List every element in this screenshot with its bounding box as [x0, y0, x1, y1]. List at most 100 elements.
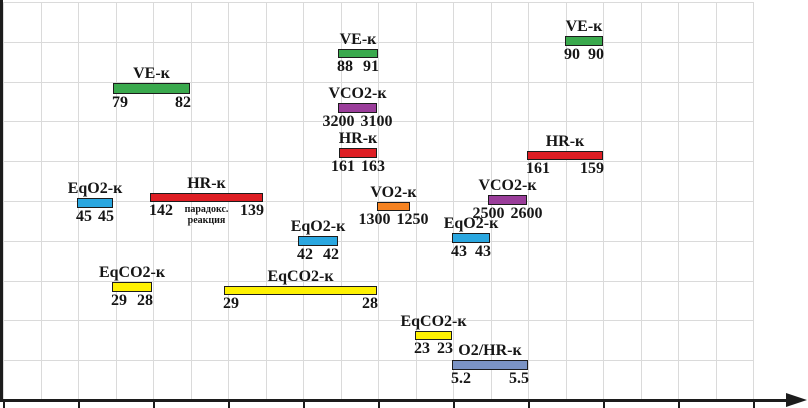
bar-values: 23 23: [414, 340, 453, 357]
bar-rect: [527, 151, 603, 160]
bar-values: 161 159: [526, 160, 604, 177]
bar-start-value: 2500: [472, 205, 505, 222]
bar-label: EqCO2-к: [98, 264, 166, 281]
bar-values: 2500 2600: [473, 205, 543, 222]
bar-values: 1300 1250: [359, 211, 429, 228]
bar-rect: [339, 148, 377, 158]
bar-values: 142 парадокс. реакция 139: [149, 202, 264, 226]
gridline-horizontal: [3, 360, 753, 362]
bar-rect: [452, 233, 490, 243]
bar-start-value: 29: [223, 295, 239, 312]
bar-start-value: 29: [111, 292, 127, 309]
bar-values: 29 28: [111, 292, 153, 309]
bar-end-value: 3100: [360, 113, 393, 130]
bar-rect: [112, 282, 152, 292]
bar-rect: [77, 198, 113, 208]
x-axis-tick: [453, 399, 455, 408]
bar-values: 29 28: [223, 295, 378, 312]
bar-values: 90 90: [564, 46, 604, 63]
bar-start-value: 42: [297, 246, 313, 263]
x-axis-tick: [528, 399, 530, 408]
bar-end-value: 90: [588, 46, 604, 63]
gridline-vertical: [753, 2, 754, 400]
bar-start-value: 1300: [358, 211, 391, 228]
bar-rect: [415, 331, 452, 340]
bar-end-value: 1250: [396, 211, 429, 228]
x-axis-tick: [378, 399, 380, 408]
bar-end-value: 82: [175, 94, 191, 111]
bar-rect: [377, 202, 410, 211]
bar-rect: [338, 103, 377, 113]
x-axis-tick: [228, 399, 230, 408]
gridline-horizontal: [3, 201, 753, 202]
x-axis-arrow-icon: [786, 393, 807, 407]
bar-values: 79 82: [112, 94, 191, 111]
bar-rect: [565, 36, 603, 46]
bar-start-value: 45: [76, 208, 92, 225]
x-axis-tick: [678, 399, 680, 408]
bar-label: VE-к: [565, 18, 603, 35]
bar-rect: [224, 286, 377, 295]
gridline-horizontal: [3, 161, 753, 163]
x-axis-tick: [78, 399, 80, 408]
bar-rect: [150, 193, 263, 202]
bar-start-value: 90: [564, 46, 580, 63]
bar-start-value: 5.2: [451, 370, 471, 387]
bar-rect: [452, 360, 528, 370]
bar-annotation-line: реакция: [187, 215, 226, 226]
bar-label: VE-к: [339, 31, 377, 48]
y-axis: [0, 0, 3, 402]
bar-rect: [113, 83, 190, 94]
bar-end-value: 42: [323, 246, 339, 263]
bar-values: 88 91: [337, 58, 379, 75]
gridline-horizontal: [3, 280, 753, 282]
bar-label: EqO2-к: [67, 180, 123, 197]
bar-end-value: 163: [361, 158, 385, 175]
bar-values: 161 163: [331, 158, 385, 175]
bar-end-value: 28: [362, 295, 378, 312]
bar-values: 45 45: [76, 208, 114, 225]
bar-label: O2/HR-к: [458, 342, 522, 359]
bar-end-value: 139: [240, 202, 264, 219]
bar-start-value: 23: [414, 340, 430, 357]
bar-label: HR-к: [187, 175, 226, 192]
bar-rect: [338, 49, 378, 58]
x-axis: [0, 399, 788, 402]
bar-start-value: 79: [112, 94, 128, 111]
bar-start-value: 161: [331, 158, 355, 175]
bar-end-value: 159: [580, 160, 604, 177]
x-axis-tick: [753, 399, 755, 408]
gridline-horizontal: [3, 121, 753, 123]
gridline-horizontal: [3, 240, 753, 242]
bar-start-value: 161: [526, 160, 550, 177]
bar-label: VO2-к: [370, 184, 417, 201]
x-axis-tick: [3, 399, 5, 408]
bar-end-value: 5.5: [509, 370, 529, 387]
bar-rect: [488, 195, 527, 205]
bar-start-value: 88: [337, 58, 353, 75]
bar-end-value: 43: [475, 243, 491, 260]
bar-label: VCO2-к: [328, 85, 387, 102]
bar-end-value: 2600: [510, 205, 543, 222]
gridline-horizontal: [3, 2, 753, 3]
bar-values: 42 42: [297, 246, 339, 263]
bar-start-value: 43: [451, 243, 467, 260]
bar-label: VE-к: [133, 65, 170, 82]
bar-annotation-line: парадокс.: [184, 204, 229, 215]
bar-start-value: 3200: [322, 113, 355, 130]
bar-rect: [298, 236, 338, 246]
bar-label: EqCO2-к: [267, 268, 334, 285]
bar-label: EqO2-к: [290, 218, 346, 235]
bar-label: EqCO2-к: [400, 313, 467, 330]
bar-label: VCO2-к: [478, 177, 537, 194]
gridline-horizontal: [3, 320, 753, 322]
bar-end-value: 45: [98, 208, 114, 225]
bar-start-value: 142: [149, 202, 173, 219]
bar-label: EqO2-к: [443, 215, 499, 232]
bar-label: HR-к: [338, 130, 378, 147]
x-axis-tick: [603, 399, 605, 408]
bar-end-value: 91: [363, 58, 379, 75]
gridline-horizontal: [3, 41, 753, 43]
